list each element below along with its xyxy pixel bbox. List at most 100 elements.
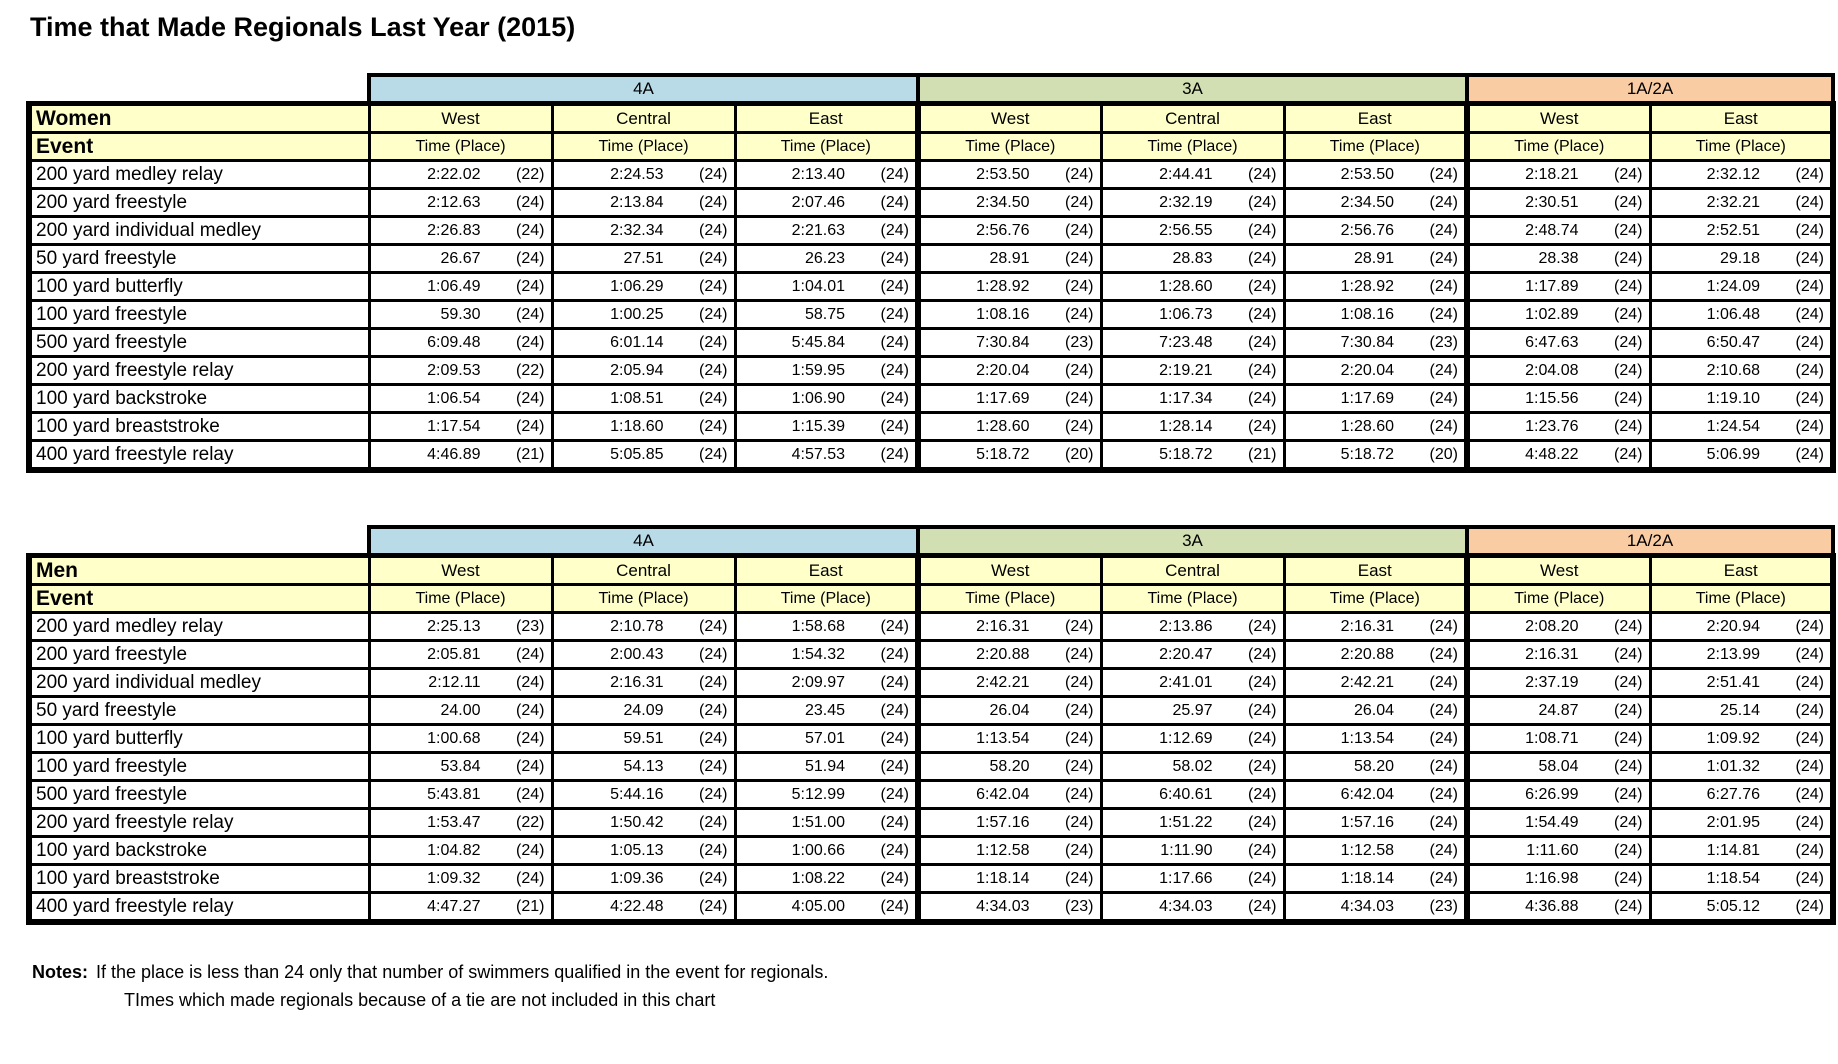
table-row: 100 yard freestyle 53.84 (24) 54.13 (24) 51.9… [26,751,1836,782]
time-place-value: 1:06.49 (24) [377,278,544,296]
time-place-cell: 2:10.68 (24) [1648,355,1836,386]
time-value: 59.30 [440,305,481,323]
time-place-value: 2:13.84 (24) [560,193,727,212]
time-place-header: Time (Place) [550,583,737,614]
place-value: (24) [1795,757,1824,775]
time-place-value: 1:00.66 (24) [743,841,909,860]
time-place-value: 1:11.90 (24) [1109,842,1276,860]
time-value: 1:13.54 [976,729,1030,747]
time-place-value: 2:51.41 (24) [1658,674,1824,692]
event-header-row: Event Time (Place) Time (Place) Time (Place… [26,583,1836,614]
place-value: (24) [1065,785,1094,803]
event-header-row: Event Time (Place) Time (Place) Time (Place… [26,131,1836,162]
time-place-value: 1:53.47 (22) [377,814,544,832]
region-header: West [915,553,1103,586]
time-place-value: 2:21.63 (24) [743,222,909,240]
time-value: 2:32.19 [1159,193,1213,211]
time-value: 2:13.84 [610,193,664,211]
time-place-cell: 1:06.29 (24) [550,271,737,302]
time-value: 4:34.03 [1159,897,1213,915]
time-value: 1:06.90 [791,389,845,407]
place-value: (24) [1614,757,1643,775]
time-value: 2:56.76 [1340,221,1394,239]
time-place-header: Time (Place) [733,131,920,162]
time-place-value: 1:14.81 (24) [1658,842,1824,860]
place-value: (24) [1614,645,1643,663]
time-value: 2:25.13 [427,617,481,635]
time-value: 1:00.66 [791,841,845,859]
time-value: 26.04 [989,701,1030,719]
time-value: 2:13.40 [791,165,845,183]
time-place-cell: 1:50.42 (24) [550,807,737,838]
time-place-cell: 1:04.82 (24) [367,835,554,866]
event-name: 500 yard freestyle [26,327,371,358]
time-place-cell: 2:20.04 (24) [1282,355,1469,386]
table-row: 100 yard backstroke 1:04.82 (24) 1:05.13 (24… [26,835,1836,866]
time-place-value: 1:28.14 (24) [1109,418,1276,436]
table-row: 200 yard medley relay 2:22.02 (22) 2:24.53 (… [26,159,1836,190]
time-place-cell: 26.23 (24) [733,243,920,274]
time-place-cell: 4:22.48 (24) [550,891,737,925]
time-value: 1:09.92 [1706,729,1760,747]
time-place-cell: 1:28.60 (24) [1099,271,1286,302]
place-value: (24) [516,193,545,211]
place-value: (24) [1614,813,1643,831]
time-place-value: 1:18.14 (24) [1292,870,1458,888]
time-place-cell: 29.18 (24) [1648,243,1836,274]
time-value: 2:18.21 [1525,165,1579,183]
time-value: 2:24.53 [610,165,664,183]
time-place-cell: 2:52.51 (24) [1648,215,1836,246]
time-place-value: 4:48.22 (24) [1476,446,1642,464]
time-place-cell: 1:12.58 (24) [1282,835,1469,866]
time-value: 6:50.47 [1706,333,1760,351]
time-value: 25.14 [1719,701,1760,719]
event-name: 100 yard breaststroke [26,411,371,442]
time-value: 1:51.00 [791,813,845,831]
time-place-value: 1:17.89 (24) [1476,278,1642,296]
time-value: 7:23.48 [1159,333,1213,351]
place-value: (24) [699,729,728,747]
time-place-value: 2:56.76 (24) [1292,221,1458,240]
time-place-cell: 1:08.16 (24) [1282,299,1469,330]
time-value: 4:05.00 [791,897,845,915]
place-value: (24) [1795,617,1824,635]
time-place-value: 2:53.50 (24) [1292,166,1458,184]
table-row: 100 yard butterfly 1:06.49 (24) 1:06.29 (24)… [26,271,1836,302]
place-value: (24) [699,445,728,463]
time-value: 5:44.16 [610,785,664,803]
place-value: (24) [1795,165,1824,183]
time-value: 5:18.72 [1340,445,1394,463]
time-place-value: 1:04.01 (24) [743,278,909,296]
time-place-value: 23.45 (24) [743,702,909,720]
event-name: 200 yard freestyle relay [26,355,371,386]
time-place-value: 2:44.41 (24) [1109,166,1276,184]
time-place-value: 1:28.60 (24) [1292,418,1458,436]
place-value: (24) [1248,645,1277,663]
place-value: (24) [1614,897,1643,915]
time-place-cell: 1:17.89 (24) [1464,271,1652,302]
time-place-cell: 25.14 (24) [1648,695,1836,726]
time-place-cell: 5:45.84 (24) [733,327,920,358]
time-place-header: Time (Place) [367,131,554,162]
time-value: 2:16.31 [610,673,664,691]
time-value: 2:20.04 [976,361,1030,379]
time-place-cell: 1:08.71 (24) [1464,723,1652,754]
time-value: 5:06.99 [1706,445,1760,463]
place-value: (24) [1429,249,1458,267]
table-row: 200 yard freestyle relay 2:09.53 (22) 2:05.… [26,355,1836,386]
time-place-cell: 58.02 (24) [1099,751,1286,782]
place-value: (24) [699,617,728,635]
time-value: 1:12.58 [1340,841,1394,859]
time-place-cell: 4:46.89 (21) [367,439,554,473]
time-place-value: 2:32.34 (24) [560,222,727,240]
time-place-cell: 7:30.84 (23) [915,327,1103,358]
time-value: 1:18.54 [1706,869,1760,887]
time-place-value: 1:08.16 (24) [1292,306,1458,324]
time-place-cell: 26.67 (24) [367,243,554,274]
time-value: 1:17.69 [976,389,1030,407]
place-value: (24) [880,897,909,915]
time-place-value: 1:13.54 (24) [927,729,1093,748]
event-name: 200 yard freestyle relay [26,807,371,838]
time-place-cell: 6:27.76 (24) [1648,779,1836,810]
place-value: (24) [699,165,728,183]
